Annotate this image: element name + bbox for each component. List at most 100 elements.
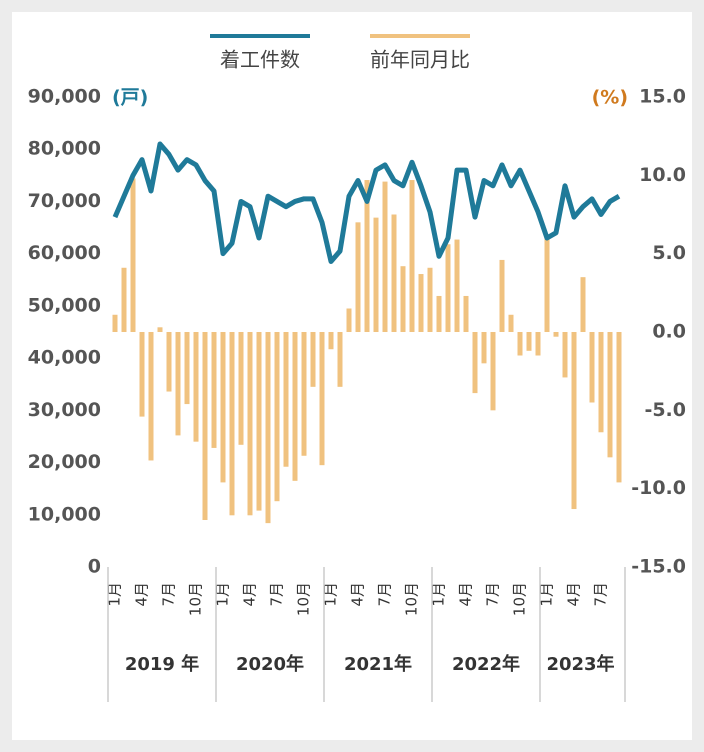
x-tick-label: 1月 [106, 582, 124, 607]
bar [121, 267, 127, 332]
y2-axis-title: (%) [592, 87, 628, 109]
bar [193, 332, 199, 442]
bar [445, 244, 451, 332]
bar [328, 332, 334, 350]
bar [274, 332, 280, 502]
bar [580, 277, 586, 332]
bar [553, 332, 559, 337]
bar [139, 332, 145, 417]
year-label: 2023年 [546, 653, 614, 675]
bar [346, 308, 352, 332]
legend-swatch [370, 34, 470, 38]
bar [499, 259, 505, 332]
y-tick-label: 70,000 [28, 190, 101, 212]
x-tick-label: 7月 [160, 582, 178, 607]
bar [175, 332, 181, 436]
y2-tick-label: 15.0 [639, 86, 686, 108]
card [12, 12, 692, 740]
y-tick-label: 80,000 [28, 138, 101, 160]
bar [454, 239, 460, 332]
bar [490, 332, 496, 411]
bar [211, 332, 217, 448]
year-label: 2019 年 [125, 653, 199, 675]
line [112, 141, 621, 264]
bar [319, 332, 325, 466]
bar [157, 327, 163, 332]
y-tick-label: 40,000 [28, 347, 101, 369]
bar [184, 332, 190, 405]
bar [427, 267, 433, 332]
bar [481, 332, 487, 364]
bar [535, 332, 541, 356]
bar [418, 274, 424, 332]
x-tick-label: 7月 [376, 582, 394, 607]
bar [355, 222, 361, 332]
bar [391, 214, 397, 332]
bar [607, 332, 613, 458]
bar [112, 314, 118, 332]
y-tick-label: 10,000 [28, 503, 101, 525]
x-tick-label: 10月 [187, 582, 205, 616]
y2-tick-label: 0.0 [652, 321, 686, 343]
y-tick-label: 30,000 [28, 399, 101, 421]
x-tick-label: 1月 [430, 582, 448, 607]
bar [229, 332, 235, 516]
legend-swatch [210, 34, 310, 38]
y-tick-label: 60,000 [28, 242, 101, 264]
bar [220, 332, 226, 483]
bar [463, 295, 469, 332]
bar [301, 332, 307, 456]
x-tick-label: 10月 [511, 582, 529, 616]
bar [571, 332, 577, 510]
x-tick-label: 4月 [241, 582, 259, 607]
x-tick-label: 1月 [322, 582, 340, 607]
year-label: 2022年 [452, 653, 520, 675]
x-tick-label: 10月 [295, 582, 313, 616]
x-tick-label: 1月 [538, 582, 556, 607]
y-tick-label: 0 [88, 556, 101, 578]
bar [247, 332, 253, 516]
bar [337, 332, 343, 387]
bar [409, 180, 415, 332]
bar [283, 332, 289, 467]
bar [589, 332, 595, 403]
bar [148, 332, 154, 461]
bar [292, 332, 298, 481]
bar [562, 332, 568, 378]
bar [265, 332, 271, 524]
y-tick-label: 20,000 [28, 451, 101, 473]
bar [472, 332, 478, 394]
x-tick-label: 1月 [214, 582, 232, 607]
y-axis-title: (戸) [112, 87, 148, 109]
bar [544, 236, 550, 332]
bar [436, 295, 442, 332]
x-tick-label: 7月 [484, 582, 502, 607]
y-tick-label: 50,000 [28, 294, 101, 316]
bar [256, 332, 262, 511]
y2-tick-label: -15.0 [631, 556, 686, 578]
bar [526, 332, 532, 351]
y2-tick-label: 5.0 [652, 242, 686, 264]
x-tick-label: 7月 [268, 582, 286, 607]
bar [508, 314, 514, 332]
year-label: 2020年 [236, 653, 304, 675]
legend-label: 着工件数 [220, 48, 300, 72]
year-label: 2021年 [344, 653, 412, 675]
y-tick-label: 90,000 [28, 86, 101, 108]
y2-tick-label: -10.0 [631, 477, 686, 499]
x-tick-label: 4月 [457, 582, 475, 607]
y2-tick-label: -5.0 [644, 399, 686, 421]
x-tick-label: 4月 [133, 582, 151, 607]
bar [400, 266, 406, 332]
bar [517, 332, 523, 356]
bar [130, 178, 136, 332]
bar [202, 332, 208, 520]
bar [373, 217, 379, 332]
y2-tick-label: 10.0 [639, 164, 686, 186]
bar [616, 332, 622, 483]
legend-label: 前年同月比 [370, 48, 470, 72]
bar [598, 332, 604, 433]
bar [364, 180, 370, 332]
bar [166, 332, 172, 392]
